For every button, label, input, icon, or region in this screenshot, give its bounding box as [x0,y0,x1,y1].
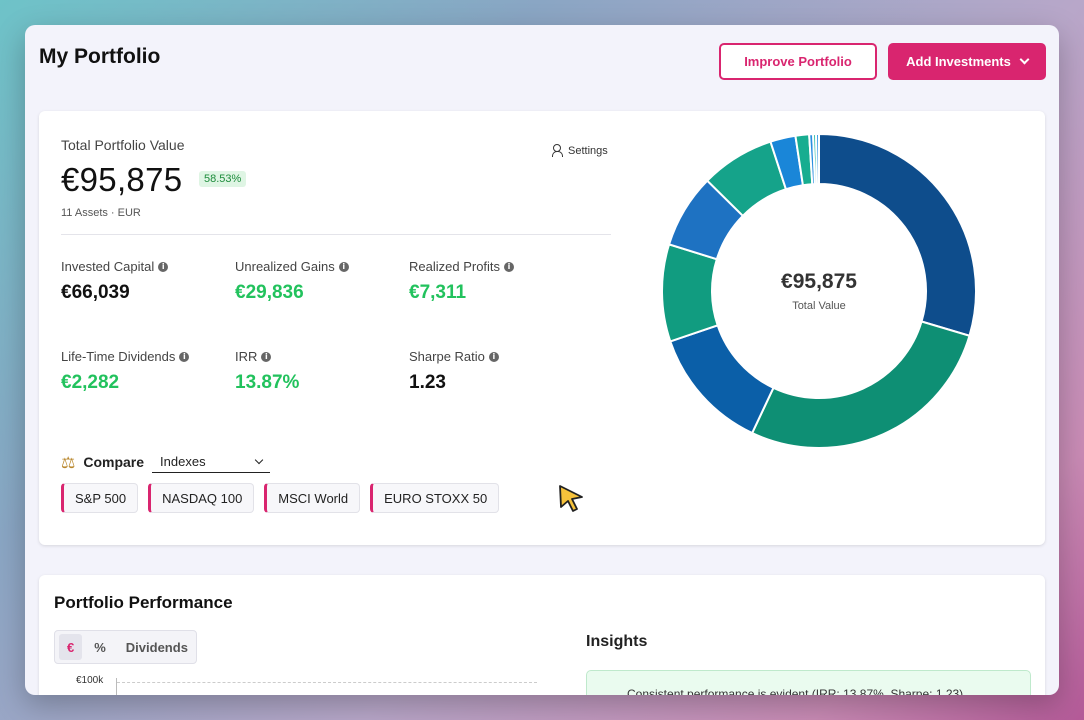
grid-line [117,682,537,683]
metric-label: Invested Capital [61,259,155,274]
insight-text: Consistent performance is evident (IRR: … [627,687,964,695]
index-chip-euro-stoxx50[interactable]: EURO STOXX 50 [370,483,500,513]
app-window: My Portfolio Improve Portfolio Add Inves… [25,25,1059,695]
chevron-down-icon [254,455,264,464]
index-chip-msci-world[interactable]: MSCI World [264,483,361,513]
scale-icon: ⚖ [61,452,76,472]
metric-lifetime-dividends: Life-Time Dividends i €2,282 [61,349,231,394]
mode-percent-button[interactable]: % [94,639,106,655]
metric-label: Sharpe Ratio [409,349,485,364]
donut-slice-4[interactable] [661,243,719,343]
metric-value: €7,311 [409,282,467,303]
assets-subtitle: 11 Assets · EUR [61,207,141,219]
compare-label: Compare [83,454,145,470]
metric-label: Life-Time Dividends [61,349,176,364]
info-icon[interactable]: i [338,261,349,272]
performance-mode-toggle: € % Dividends [54,630,197,664]
mouse-cursor-icon [559,485,583,512]
info-icon[interactable]: i [158,261,169,272]
total-value-label: Total Portfolio Value [61,137,185,153]
divider [61,234,611,235]
index-chip-sp500[interactable]: S&P 500 [61,483,139,513]
metric-value: €66,039 [61,282,130,303]
metric-value: 13.87% [235,372,300,393]
index-chip-nasdaq100[interactable]: NASDAQ 100 [148,483,255,513]
donut-slice-1[interactable] [818,132,977,337]
y-axis-line [116,678,117,695]
donut-slice-2[interactable] [750,320,971,449]
portfolio-performance-card: Portfolio Performance € % Dividends €100… [39,575,1045,695]
y-axis-tick: €100k [76,675,104,686]
metric-invested-capital: Invested Capital i €66,039 [61,259,231,304]
donut-slice-3[interactable] [669,324,775,435]
insights-title: Insights [586,633,648,650]
compare-selected-value: Indexes [160,454,206,469]
metric-value: €29,836 [235,282,304,303]
add-investments-label: Add Investments [906,54,1011,69]
info-icon[interactable]: i [504,261,515,272]
total-change-badge: 58.53% [199,171,247,187]
mode-currency-button[interactable]: € [59,634,83,660]
metric-irr: IRR i 13.87% [235,349,405,394]
metric-sharpe-ratio: Sharpe Ratio i 1.23 [409,349,579,394]
metric-value: €2,282 [61,372,120,393]
info-icon[interactable]: i [179,351,190,362]
metric-realized-profits: Realized Profits i €7,311 [409,259,579,304]
user-settings-icon [552,144,565,157]
info-icon[interactable]: i [488,351,499,362]
allocation-donut-chart[interactable] [659,131,979,451]
settings-label: Settings [568,144,608,157]
info-icon[interactable]: i [261,351,272,362]
metric-label: IRR [235,349,258,364]
index-chips: S&P 500 NASDAQ 100 MSCI World EURO STOXX… [61,483,500,513]
page-header: My Portfolio Improve Portfolio Add Inves… [25,25,1059,111]
improve-portfolio-button[interactable]: Improve Portfolio [719,43,877,80]
insight-card: Consistent performance is evident (IRR: … [586,670,1031,695]
page-title: My Portfolio [39,45,161,68]
add-investments-button[interactable]: Add Investments [888,43,1046,80]
mode-dividends-button[interactable]: Dividends [125,639,188,655]
metric-unrealized-gains: Unrealized Gains i €29,836 [235,259,405,304]
settings-link[interactable]: Settings [552,144,608,157]
portfolio-summary-card: Total Portfolio Value Settings €95,875 5… [39,111,1045,545]
performance-title: Portfolio Performance [54,593,233,612]
metric-label: Unrealized Gains [235,259,335,274]
chevron-down-icon [1019,54,1030,65]
donut-slice-11[interactable] [815,132,820,186]
compare-row: ⚖ Compare Indexes [61,451,271,473]
metric-value: 1.23 [409,372,446,393]
total-value: €95,875 [61,161,183,198]
metric-label: Realized Profits [409,259,501,274]
compare-select[interactable]: Indexes [152,451,271,473]
